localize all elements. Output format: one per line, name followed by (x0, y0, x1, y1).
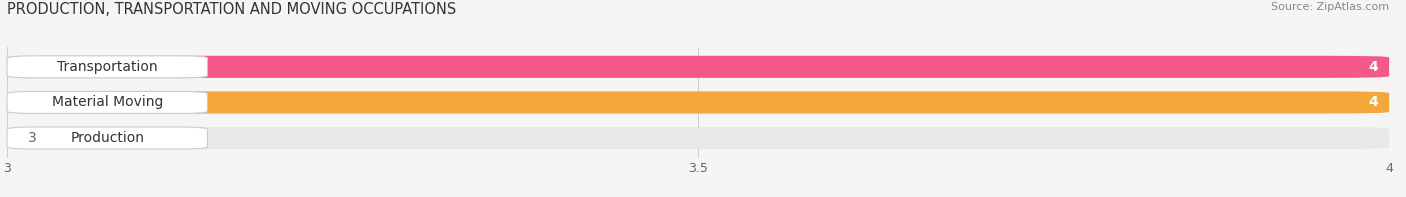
Text: 4: 4 (1368, 60, 1378, 74)
FancyBboxPatch shape (7, 91, 208, 113)
Text: Source: ZipAtlas.com: Source: ZipAtlas.com (1271, 2, 1389, 12)
FancyBboxPatch shape (7, 56, 1389, 78)
FancyBboxPatch shape (7, 56, 208, 78)
Text: Material Moving: Material Moving (52, 95, 163, 110)
FancyBboxPatch shape (7, 91, 1389, 113)
FancyBboxPatch shape (7, 56, 1389, 78)
Text: 4: 4 (1368, 95, 1378, 110)
Text: Production: Production (70, 131, 145, 145)
Text: 3: 3 (28, 131, 37, 145)
Text: PRODUCTION, TRANSPORTATION AND MOVING OCCUPATIONS: PRODUCTION, TRANSPORTATION AND MOVING OC… (7, 2, 457, 17)
FancyBboxPatch shape (7, 127, 1389, 149)
Text: Transportation: Transportation (56, 60, 157, 74)
FancyBboxPatch shape (7, 91, 1389, 113)
FancyBboxPatch shape (7, 127, 208, 149)
